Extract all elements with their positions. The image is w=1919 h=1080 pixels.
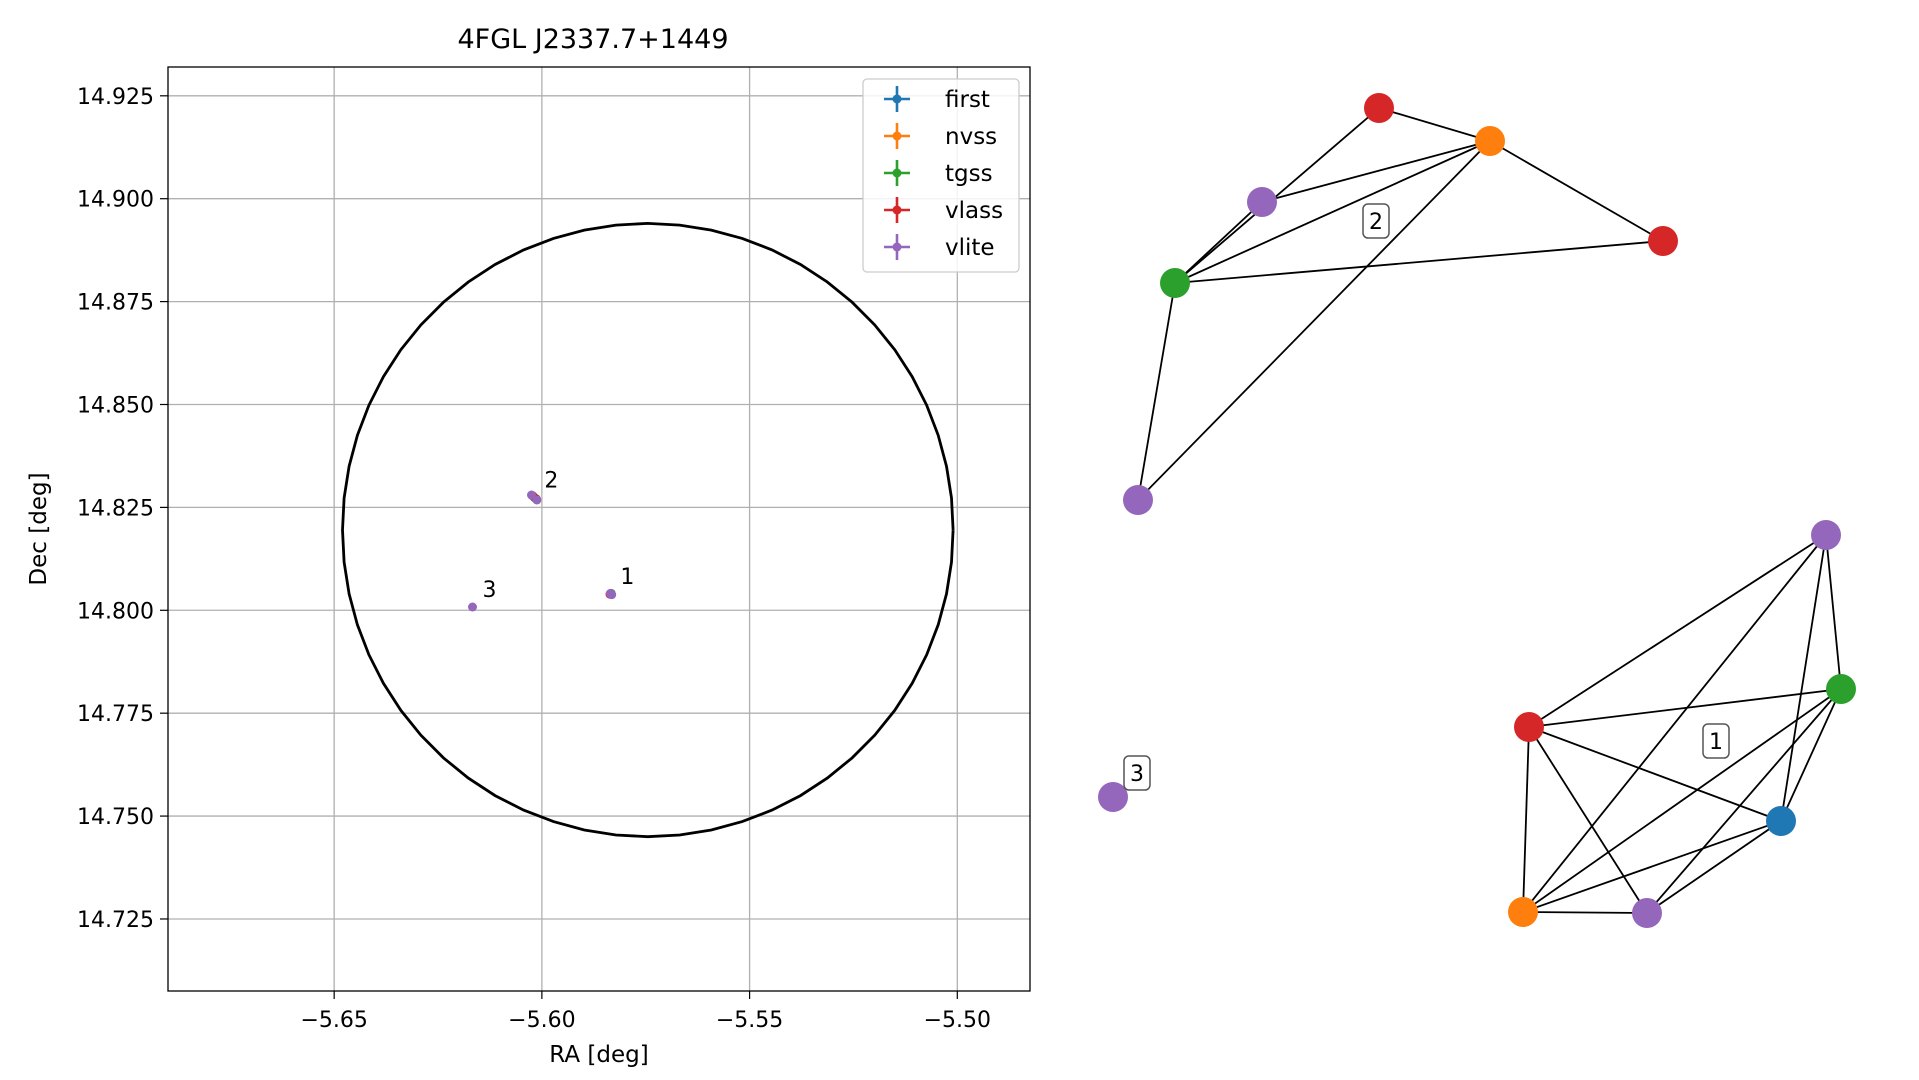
graph-edge <box>1528 688 1842 728</box>
cluster-label: 2 <box>1369 210 1383 235</box>
y-tick-label: 14.800 <box>77 599 154 624</box>
graph-node-vlass <box>1364 93 1394 123</box>
graph-node-vlite <box>1098 782 1128 812</box>
graph-edge <box>1780 534 1827 822</box>
graph-edge <box>1522 820 1782 913</box>
point-vlite <box>468 602 478 612</box>
chart-title: 4FGL J2337.7+1449 <box>457 24 728 55</box>
legend-dot-tgss <box>892 168 902 178</box>
point-annotations: 1 2 3 <box>483 469 635 603</box>
graph-edge <box>1646 820 1782 914</box>
y-axis-label: Dec [deg] <box>26 472 52 585</box>
legend-dot-nvss <box>892 131 902 141</box>
graph-edge <box>1522 911 1648 914</box>
graph-nodes <box>1098 93 1856 928</box>
graph-edge <box>1378 107 1491 142</box>
legend-dot-vlite <box>892 242 902 252</box>
point-annotation: 1 <box>620 565 634 590</box>
graph-node-nvss <box>1475 126 1505 156</box>
graph-edge <box>1174 240 1664 284</box>
graph-node-tgss <box>1160 268 1190 298</box>
plot-frame <box>167 66 1031 992</box>
legend-label-nvss: nvss <box>945 124 997 150</box>
error-ellipse <box>341 221 955 839</box>
cluster-label: 1 <box>1709 730 1723 755</box>
x-tick-label: −5.60 <box>508 1008 575 1033</box>
graph-edge <box>1174 107 1380 284</box>
y-tick-label: 14.825 <box>77 496 154 521</box>
graph-edge <box>1522 688 1842 913</box>
graph-edge <box>1522 726 1530 913</box>
point-annotation: 2 <box>544 469 558 494</box>
graph-edge <box>1174 140 1491 284</box>
legend-label-tgss: tgss <box>945 161 993 187</box>
x-tick-label: −5.55 <box>716 1008 783 1033</box>
scatter-chart: 4FGL J2337.7+1449 123 −5.65 −5.60 −5.55 −5.… <box>26 24 1031 1068</box>
graph-edge <box>1528 534 1827 728</box>
network-graph: 1 2 3 <box>1098 93 1856 928</box>
uncertainty-ellipse <box>341 221 955 839</box>
point-vlite <box>532 495 542 505</box>
point-annotation: 3 <box>483 578 497 603</box>
graph-node-vlite <box>1811 520 1841 550</box>
graph-node-tgss <box>1826 674 1856 704</box>
graph-edge <box>1137 282 1176 501</box>
legend-dot-vlass <box>892 205 902 215</box>
graph-node-first <box>1766 806 1796 836</box>
graph-node-vlass <box>1514 712 1544 742</box>
point-vlite <box>607 590 617 600</box>
y-tick-label: 14.925 <box>77 85 154 110</box>
legend-dot-first <box>892 94 902 104</box>
legend-box <box>862 78 1020 273</box>
x-axis-ticks: −5.65 −5.60 −5.55 −5.50 <box>300 991 991 1033</box>
y-tick-label: 14.900 <box>77 188 154 213</box>
graph-edge <box>1261 140 1491 203</box>
legend-label-first: first <box>945 87 990 113</box>
graph-edge <box>1522 534 1827 913</box>
y-tick-label: 14.775 <box>77 702 154 727</box>
graph-edge <box>1137 140 1491 501</box>
graph-edge <box>1780 688 1842 822</box>
graph-node-vlite <box>1123 485 1153 515</box>
data-points <box>468 490 617 612</box>
y-tick-label: 14.750 <box>77 805 154 830</box>
cluster-label-box <box>1123 755 1151 791</box>
x-axis-label: RA [deg] <box>549 1042 648 1068</box>
cluster-label-box <box>1362 203 1390 239</box>
legend-label-vlite: vlite <box>945 235 995 261</box>
graph-node-vlite <box>1247 187 1277 217</box>
graph-edge <box>1646 688 1842 914</box>
graph-edge <box>1528 726 1782 822</box>
x-tick-label: −5.50 <box>924 1008 991 1033</box>
y-axis-ticks: 14.725 14.750 14.775 14.800 14.825 14.850 14.8… <box>77 85 168 933</box>
cluster-label: 3 <box>1130 762 1144 787</box>
cluster-labels: 1 2 3 <box>1123 203 1730 791</box>
y-tick-label: 14.875 <box>77 291 154 316</box>
graph-edge <box>1528 726 1648 914</box>
legend-label-vlass: vlass <box>945 198 1003 224</box>
graph-node-nvss <box>1508 897 1538 927</box>
y-tick-label: 14.725 <box>77 908 154 933</box>
graph-edge <box>1489 140 1664 242</box>
graph-node-vlass <box>1648 226 1678 256</box>
cluster-label-box <box>1702 723 1730 759</box>
graph-edge <box>1174 201 1263 284</box>
legend: first nvss tgss vlass vlite <box>862 78 1020 273</box>
graph-edge <box>1825 534 1842 690</box>
graph-node-vlite <box>1632 898 1662 928</box>
x-tick-label: −5.65 <box>300 1008 367 1033</box>
graph-edges <box>1137 107 1842 914</box>
y-tick-label: 14.850 <box>77 393 154 418</box>
